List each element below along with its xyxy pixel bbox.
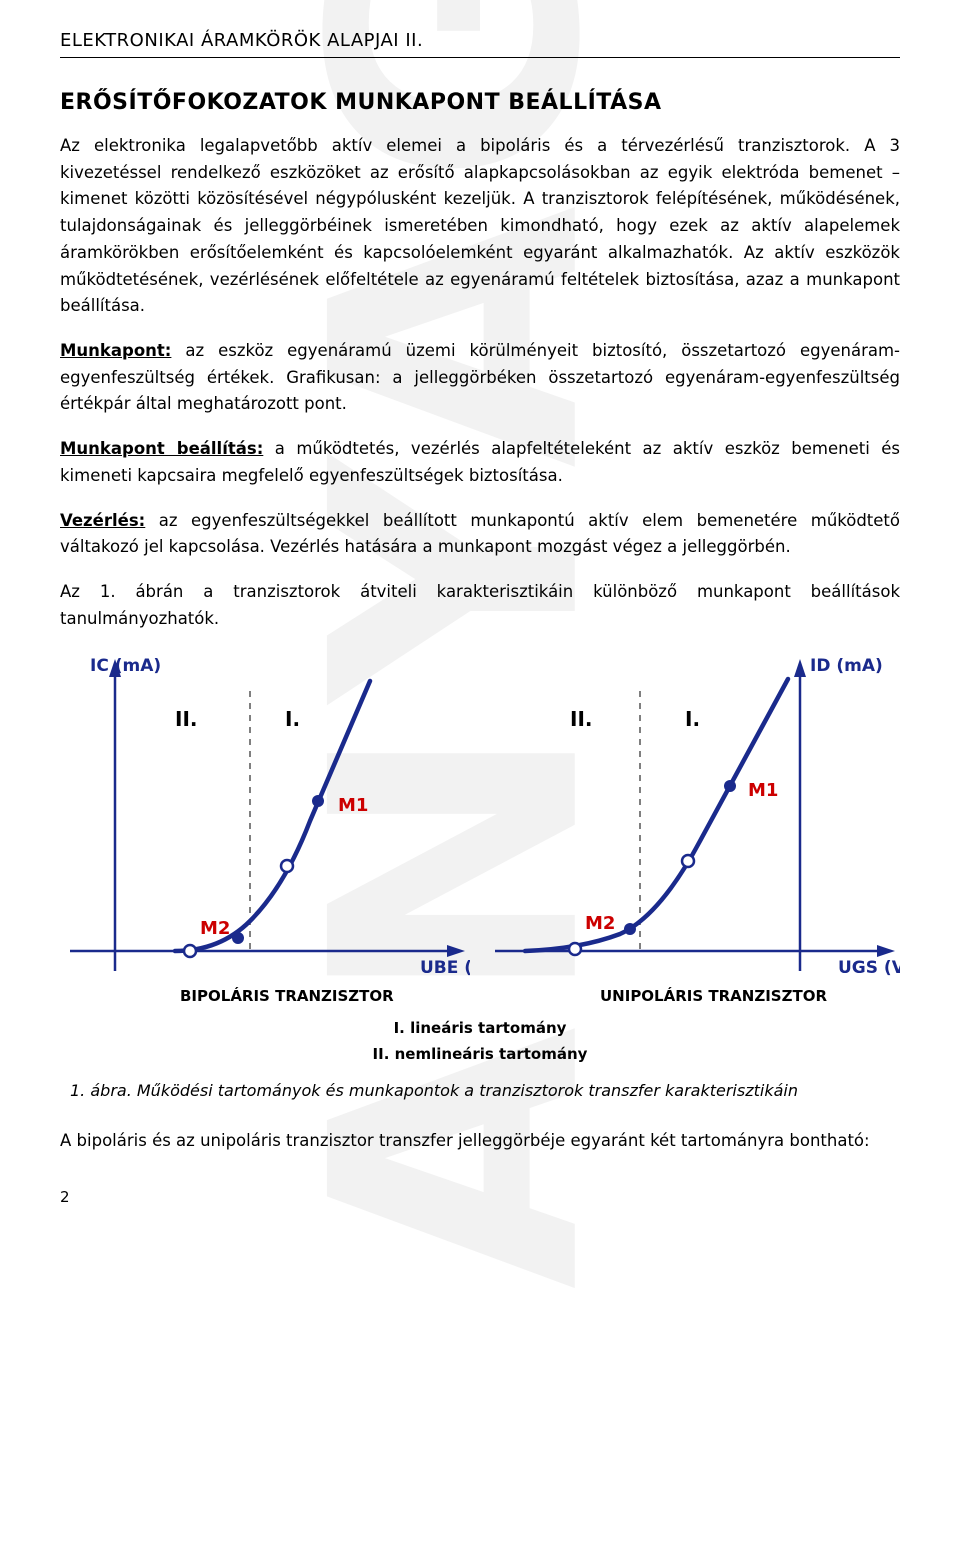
definition-munkapont-label: Munkapont:	[60, 341, 171, 360]
m1-filled-marker	[724, 780, 736, 792]
chart-bipolar: IC (mA) UBE (V) II. I. M1 M2 BIPOLÁRIS T…	[60, 651, 470, 1011]
transfer-curve	[525, 679, 788, 951]
page-title: ERŐSÍTŐFOKOZATOK MUNKAPONT BEÁLLÍTÁSA	[60, 90, 900, 115]
m2-open-marker	[184, 945, 196, 957]
transfer-curve	[175, 681, 370, 951]
definition-vezerles: Vezérlés: az egyenfeszültségekkel beállí…	[60, 508, 900, 561]
m1-open-marker	[682, 855, 694, 867]
m1-filled-marker	[312, 795, 324, 807]
figure-caption: 1. ábra. Működési tartományok és munkapo…	[70, 1081, 900, 1100]
y-axis-label: ID (mA)	[810, 656, 883, 676]
legend-line-1: I. lineáris tartomány	[60, 1019, 900, 1037]
running-header: ELEKTRONIKAI ÁRAMKÖRÖK ALAPJAI II.	[60, 30, 900, 58]
figure-reference-paragraph: Az 1. ábrán a tranzisztorok átviteli kar…	[60, 579, 900, 632]
legend-line-2: II. nemlineáris tartomány	[60, 1045, 900, 1063]
axes-right	[495, 659, 895, 971]
m2-label: M2	[585, 913, 615, 934]
m2-filled-marker	[624, 923, 636, 935]
region-1-label: I.	[685, 707, 700, 731]
intro-paragraph: Az elektronika legalapvetőbb aktív eleme…	[60, 133, 900, 320]
figure-container: IC (mA) UBE (V) II. I. M1 M2 BIPOLÁRIS T…	[60, 651, 900, 1011]
axes-left	[70, 659, 465, 971]
m2-filled-marker	[232, 932, 244, 944]
chart-left-title: BIPOLÁRIS TRANZISZTOR	[180, 986, 394, 1005]
definition-vezerles-text: az egyenfeszültségekkel beállított munka…	[60, 511, 900, 557]
closing-paragraph: A bipoláris és az unipoláris tranzisztor…	[60, 1128, 900, 1155]
m1-label: M1	[338, 795, 368, 816]
m1-open-marker	[281, 860, 293, 872]
definition-vezerles-label: Vezérlés:	[60, 511, 145, 530]
region-2-label: II.	[570, 707, 592, 731]
region-2-label: II.	[175, 707, 197, 731]
y-axis-label: IC (mA)	[90, 656, 161, 676]
definition-beallitas-label: Munkapont beállítás:	[60, 439, 263, 458]
chart-right-title: UNIPOLÁRIS TRANZISZTOR	[600, 986, 827, 1005]
m1-label: M1	[748, 780, 778, 801]
definition-munkapont: Munkapont: az eszköz egyenáramú üzemi kö…	[60, 338, 900, 418]
m2-open-marker	[569, 943, 581, 955]
x-axis-label: UBE (V)	[420, 958, 470, 978]
page-number: 2	[60, 1188, 900, 1206]
definition-beallitas: Munkapont beállítás: a működtetés, vezér…	[60, 436, 900, 489]
m2-label: M2	[200, 918, 230, 939]
definition-munkapont-text: az eszköz egyenáramú üzemi körülményeit …	[60, 341, 900, 413]
x-axis-label: UGS (V)	[838, 958, 900, 978]
region-1-label: I.	[285, 707, 300, 731]
chart-unipolar: ID (mA) UGS (V) II. I. M1 M2 UNIPOLÁRIS …	[490, 651, 900, 1011]
